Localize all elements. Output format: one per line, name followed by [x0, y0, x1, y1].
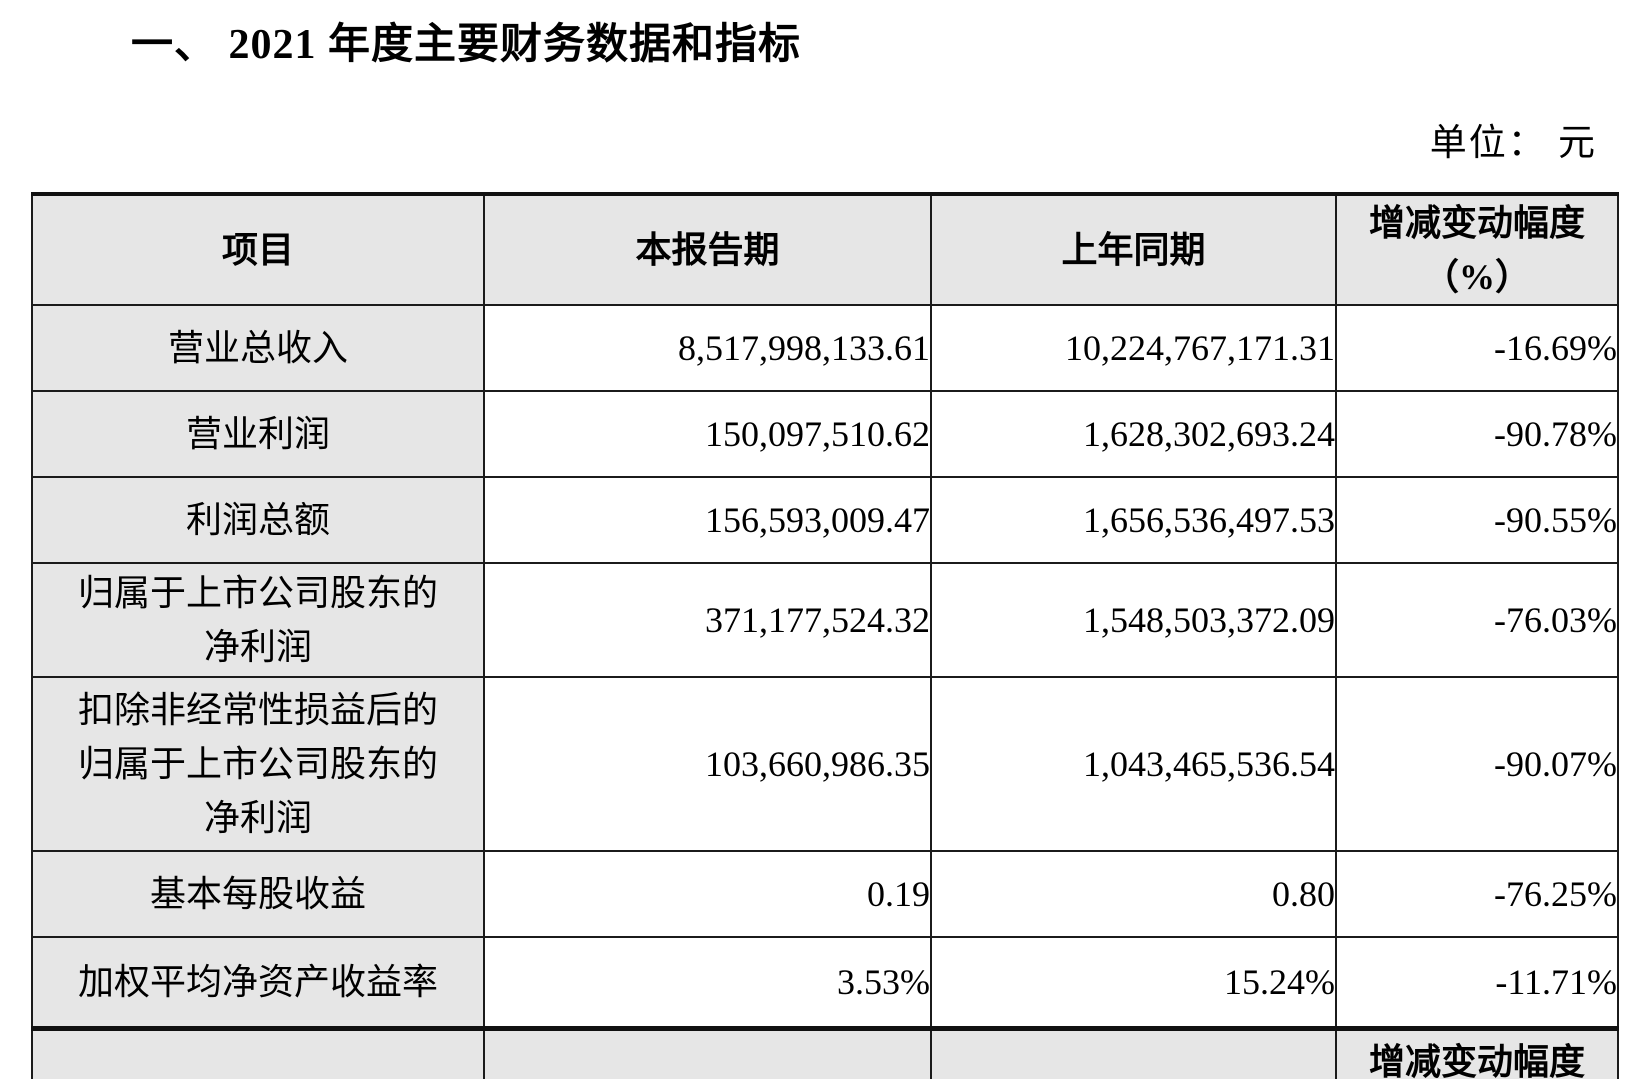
current-period-value-cell: 103,660,986.35 [483, 676, 932, 852]
table-header-row: 项目 本报告期 上年同期 增减变动幅度 （%） [31, 192, 1619, 306]
table-row: 基本每股收益 0.19 0.80 -76.25% [31, 850, 1619, 938]
prior-period-value-cell: 1,656,536,497.53 [930, 476, 1337, 564]
prior-period-value-cell: 0.80 [930, 850, 1337, 938]
table-row: 利润总额 156,593,009.47 1,656,536,497.53 -90.55… [31, 476, 1619, 564]
item-name-cell: 加权平均净资产收益率 [31, 936, 485, 1030]
table-row: 加权平均净资产收益率 3.53% 15.24% -11.71% [31, 936, 1619, 1030]
item-name-cell: 营业总收入 [31, 304, 485, 392]
next-header-item-cell [31, 1026, 485, 1079]
table-row: 营业总收入 8,517,998,133.61 10,224,767,171.31 -1… [31, 304, 1619, 392]
next-header-current-cell [483, 1026, 932, 1079]
header-item: 项目 [31, 192, 485, 306]
current-period-value-cell: 0.19 [483, 850, 932, 938]
table-row: 营业利润 150,097,510.62 1,628,302,693.24 -90.78… [31, 390, 1619, 478]
change-percent-cell: -76.03% [1335, 562, 1619, 678]
prior-period-value-cell: 15.24% [930, 936, 1337, 1030]
item-name-cell: 营业利润 [31, 390, 485, 478]
change-percent-cell: -16.69% [1335, 304, 1619, 392]
section-title: 一、 2021 年度主要财务数据和指标 [131, 22, 802, 68]
table-row: 归属于上市公司股东的 净利润 371,177,524.32 1,548,503,37… [31, 562, 1619, 678]
change-percent-cell: -76.25% [1335, 850, 1619, 938]
item-name-cell: 利润总额 [31, 476, 485, 564]
change-percent-cell: -90.07% [1335, 676, 1619, 852]
prior-period-value-cell: 1,043,465,536.54 [930, 676, 1337, 852]
financial-data-table: 项目 本报告期 上年同期 增减变动幅度 （%） 营业总收入 8,517,998,1… [31, 192, 1619, 1079]
item-name-cell: 基本每股收益 [31, 850, 485, 938]
item-name-cell: 扣除非经常性损益后的 归属于上市公司股东的 净利润 [31, 676, 485, 852]
change-percent-cell: -11.71% [1335, 936, 1619, 1030]
current-period-value-cell: 371,177,524.32 [483, 562, 932, 678]
current-period-value-cell: 8,517,998,133.61 [483, 304, 932, 392]
change-percent-cell: -90.78% [1335, 390, 1619, 478]
header-prior-period: 上年同期 [930, 192, 1337, 306]
header-change-percent: 增减变动幅度 （%） [1335, 192, 1619, 306]
table-row: 扣除非经常性损益后的 归属于上市公司股东的 净利润 103,660,986.35 1… [31, 676, 1619, 852]
next-header-prior-cell [930, 1026, 1337, 1079]
current-period-value-cell: 156,593,009.47 [483, 476, 932, 564]
prior-period-value-cell: 1,548,503,372.09 [930, 562, 1337, 678]
next-header-change-cell: 增减变动幅度 [1335, 1026, 1619, 1079]
next-section-header-row-partial: 增减变动幅度 [31, 1026, 1619, 1079]
header-current-period: 本报告期 [483, 192, 932, 306]
change-percent-cell: -90.55% [1335, 476, 1619, 564]
current-period-value-cell: 3.53% [483, 936, 932, 1030]
current-period-value-cell: 150,097,510.62 [483, 390, 932, 478]
item-name-cell: 归属于上市公司股东的 净利润 [31, 562, 485, 678]
prior-period-value-cell: 10,224,767,171.31 [930, 304, 1337, 392]
unit-label: 单位： 元 [1429, 123, 1597, 164]
prior-period-value-cell: 1,628,302,693.24 [930, 390, 1337, 478]
